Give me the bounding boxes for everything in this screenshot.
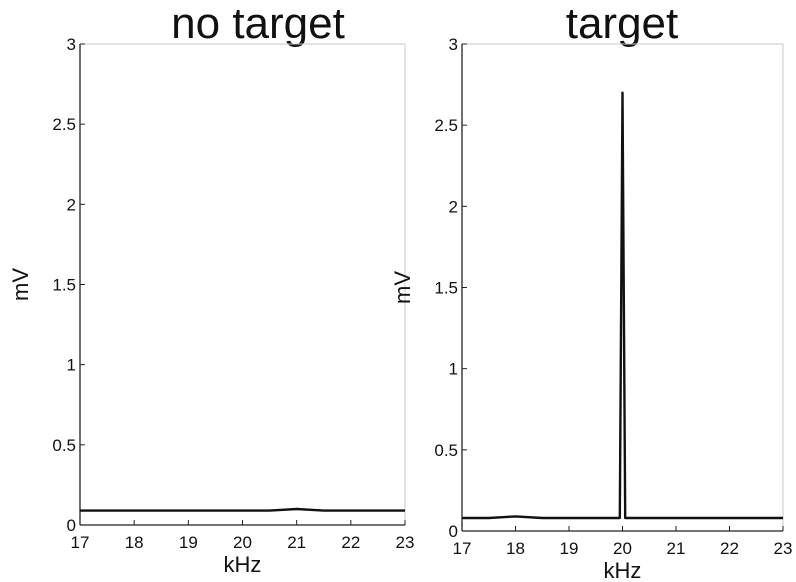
- x-tick-label: 19: [560, 539, 579, 558]
- series-line: [80, 507, 405, 512]
- y-tick-label: 0.5: [434, 441, 458, 460]
- y-tick-label: 1.5: [52, 276, 76, 295]
- x-axis-label: kHz: [604, 558, 642, 582]
- x-tick-label: 20: [233, 533, 252, 552]
- panel-1-title: no target: [171, 0, 345, 48]
- y-tick-label: 3: [67, 35, 76, 54]
- x-tick-label: 23: [396, 533, 415, 552]
- y-tick-label: 2.5: [52, 115, 76, 134]
- y-tick-label: 0.5: [52, 436, 76, 455]
- y-axis-label: mV: [8, 268, 33, 301]
- y-tick-label: 1.5: [434, 279, 458, 298]
- y-tick-label: 1: [449, 360, 458, 379]
- x-tick-label: 22: [341, 533, 360, 552]
- y-tick-label: 0: [449, 522, 458, 541]
- y-tick-label: 3: [449, 35, 458, 54]
- y-tick-label: 1: [67, 356, 76, 375]
- x-tick-label: 18: [125, 533, 144, 552]
- x-axis-label: kHz: [224, 552, 262, 577]
- x-tick-label: 21: [287, 533, 306, 552]
- x-tick-label: 22: [720, 539, 739, 558]
- x-tick-label: 23: [774, 539, 793, 558]
- y-tick-label: 2: [449, 197, 458, 216]
- panel-2-title: target: [566, 0, 679, 48]
- y-tick-label: 2: [67, 195, 76, 214]
- x-tick-label: 19: [179, 533, 198, 552]
- x-tick-label: 18: [506, 539, 525, 558]
- x-tick-label: 17: [71, 533, 90, 552]
- panel-no-target: 0 0.5 1 1.5 2 2.5 3 17 18 19 20 21 22 23 kHz mV: [8, 35, 414, 577]
- y-axis-label: mV: [390, 271, 415, 304]
- series-line: [462, 91, 783, 520]
- panel-target: 0 0.5 1 1.5 2 2.5 3 17 18 19 20 21 22 23 kHz mV: [390, 35, 792, 582]
- x-tick-label: 21: [667, 539, 686, 558]
- x-tick-label: 17: [453, 539, 472, 558]
- y-tick-label: 0: [67, 516, 76, 535]
- x-tick-label: 20: [613, 539, 632, 558]
- y-tick-label: 2.5: [434, 116, 458, 135]
